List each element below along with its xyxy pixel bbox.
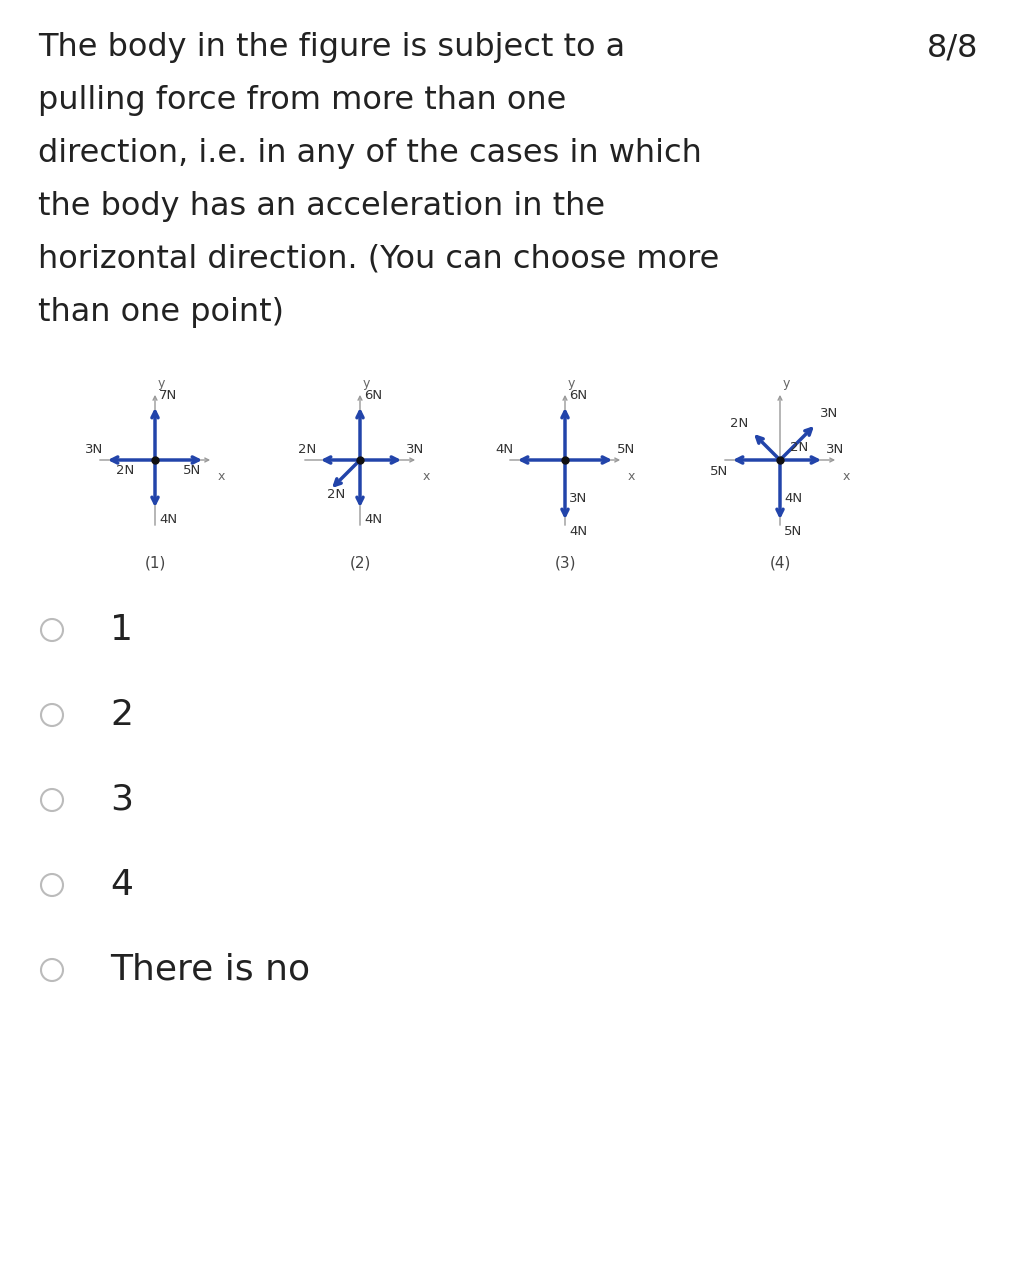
Text: 5N: 5N bbox=[784, 525, 803, 538]
Text: 3N: 3N bbox=[406, 443, 425, 456]
Text: 6N: 6N bbox=[364, 389, 382, 402]
Text: 3: 3 bbox=[110, 783, 133, 817]
Text: 7N: 7N bbox=[158, 389, 177, 402]
Text: 1: 1 bbox=[110, 613, 133, 646]
Text: y: y bbox=[568, 378, 575, 390]
Text: 4N: 4N bbox=[364, 513, 382, 526]
Text: (1): (1) bbox=[144, 556, 166, 570]
Text: x: x bbox=[628, 470, 635, 483]
Text: The body in the figure is subject to a: The body in the figure is subject to a bbox=[38, 32, 625, 63]
Text: 2: 2 bbox=[110, 698, 133, 732]
Text: direction, i.e. in any of the cases in which: direction, i.e. in any of the cases in w… bbox=[38, 138, 702, 169]
Text: 4N: 4N bbox=[158, 513, 177, 526]
Text: x: x bbox=[423, 470, 431, 483]
Text: 3N: 3N bbox=[826, 443, 844, 456]
Text: 2N: 2N bbox=[790, 442, 809, 454]
Text: y: y bbox=[363, 378, 371, 390]
Text: x: x bbox=[218, 470, 226, 483]
Text: the body has an acceleration in the: the body has an acceleration in the bbox=[38, 191, 606, 221]
Text: 3N: 3N bbox=[84, 443, 103, 456]
Text: y: y bbox=[158, 378, 166, 390]
Text: 2N: 2N bbox=[327, 488, 345, 500]
Text: (2): (2) bbox=[350, 556, 371, 570]
Text: y: y bbox=[783, 378, 790, 390]
Text: 8/8: 8/8 bbox=[927, 32, 978, 63]
Text: 2N: 2N bbox=[298, 443, 316, 456]
Text: horizontal direction. (You can choose more: horizontal direction. (You can choose mo… bbox=[38, 244, 719, 275]
Text: 3N: 3N bbox=[820, 407, 838, 420]
Text: x: x bbox=[843, 470, 850, 483]
Text: 6N: 6N bbox=[569, 389, 587, 402]
Text: There is no: There is no bbox=[110, 954, 310, 987]
Text: 4N: 4N bbox=[495, 443, 513, 456]
Text: 5N: 5N bbox=[617, 443, 635, 456]
Text: (4): (4) bbox=[769, 556, 790, 570]
Text: 2N: 2N bbox=[116, 463, 134, 477]
Text: 3N: 3N bbox=[569, 492, 587, 504]
Text: 4N: 4N bbox=[569, 525, 587, 538]
Text: 5N: 5N bbox=[710, 465, 728, 477]
Text: 4N: 4N bbox=[784, 492, 802, 504]
Text: (3): (3) bbox=[555, 556, 576, 570]
Text: 2N: 2N bbox=[729, 417, 748, 430]
Text: than one point): than one point) bbox=[38, 297, 284, 328]
Text: 4: 4 bbox=[110, 868, 133, 902]
Text: 5N: 5N bbox=[183, 463, 201, 477]
Text: pulling force from more than one: pulling force from more than one bbox=[38, 84, 566, 116]
